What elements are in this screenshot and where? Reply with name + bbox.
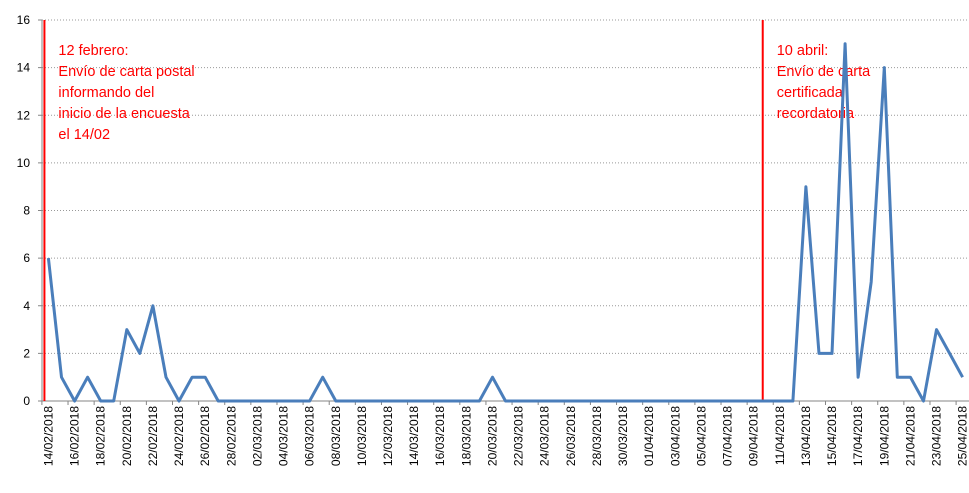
x-tick-group: 21/04/2018	[903, 406, 917, 466]
annotation-text: informando del	[58, 85, 154, 101]
x-tick-group: 18/03/2018	[459, 406, 473, 466]
x-tick-label: 26/03/2018	[564, 406, 578, 466]
x-tick-group: 24/03/2018	[538, 406, 552, 466]
x-tick-label: 26/02/2018	[198, 406, 212, 466]
x-tick-group: 23/04/2018	[930, 406, 944, 466]
x-tick-label: 17/04/2018	[851, 406, 865, 466]
x-tick-label: 20/03/2018	[485, 406, 499, 466]
x-tick-label: 18/02/2018	[94, 406, 108, 466]
y-tick-label: 8	[23, 204, 30, 218]
x-tick-group: 19/04/2018	[877, 406, 891, 466]
x-tick-label: 10/03/2018	[355, 406, 369, 466]
x-tick-group: 14/02/2018	[41, 406, 55, 466]
x-tick-label: 19/04/2018	[877, 406, 891, 466]
x-tick-group: 06/03/2018	[303, 406, 317, 466]
annotation-text: Envío de carta	[777, 64, 871, 80]
x-tick-label: 22/02/2018	[146, 406, 160, 466]
x-tick-group: 13/04/2018	[799, 406, 813, 466]
x-tick-label: 22/03/2018	[512, 406, 526, 466]
annotation-text: inicio de la encuesta	[58, 106, 190, 122]
annotation-text: el 14/02	[58, 127, 110, 143]
x-tick-group: 09/04/2018	[747, 406, 761, 466]
annotation-text: 10 abril:	[777, 43, 829, 59]
x-tick-label: 15/04/2018	[825, 406, 839, 466]
x-tick-group: 15/04/2018	[825, 406, 839, 466]
x-tick-label: 11/04/2018	[773, 406, 787, 465]
y-tick-label: 0	[23, 394, 30, 408]
x-tick-label: 09/04/2018	[747, 406, 761, 466]
x-tick-label: 07/04/2018	[721, 406, 735, 466]
x-tick-group: 16/02/2018	[68, 406, 82, 466]
x-tick-label: 30/03/2018	[616, 406, 630, 466]
annotation-text: Envío de carta postal	[58, 64, 194, 80]
x-tick-label: 16/03/2018	[433, 406, 447, 466]
x-tick-group: 28/03/2018	[590, 406, 604, 466]
x-tick-label: 16/02/2018	[68, 406, 82, 466]
x-tick-label: 28/03/2018	[590, 406, 604, 466]
x-tick-label: 24/02/2018	[172, 406, 186, 466]
x-tick-label: 08/03/2018	[329, 406, 343, 466]
x-tick-group: 07/04/2018	[721, 406, 735, 466]
x-tick-label: 04/03/2018	[277, 406, 291, 466]
x-tick-label: 23/04/2018	[930, 406, 944, 466]
x-tick-group: 02/03/2018	[250, 406, 264, 466]
x-tick-group: 11/04/2018	[773, 406, 787, 465]
x-tick-group: 04/03/2018	[277, 406, 291, 466]
y-tick-label: 2	[23, 346, 30, 360]
x-tick-group: 20/03/2018	[485, 406, 499, 466]
data-line	[46, 42, 964, 403]
x-tick-label: 05/04/2018	[694, 406, 708, 466]
annotation-text: 12 febrero:	[58, 43, 128, 59]
y-tick-label: 10	[17, 156, 31, 170]
y-tick-label: 14	[17, 61, 31, 75]
x-tick-group: 24/02/2018	[172, 406, 186, 466]
y-tick-label: 4	[23, 299, 30, 313]
x-tick-group: 26/03/2018	[564, 406, 578, 466]
x-tick-label: 25/04/2018	[956, 406, 969, 466]
x-tick-label: 02/03/2018	[250, 406, 264, 466]
x-tick-group: 16/03/2018	[433, 406, 447, 466]
x-tick-label: 12/03/2018	[381, 406, 395, 466]
x-tick-label: 14/03/2018	[407, 406, 421, 466]
x-tick-group: 12/03/2018	[381, 406, 395, 466]
x-tick-label: 21/04/2018	[903, 406, 917, 466]
x-tick-group: 28/02/2018	[224, 406, 238, 466]
y-tick-label: 16	[17, 13, 31, 27]
x-tick-group: 30/03/2018	[616, 406, 630, 466]
x-tick-label: 24/03/2018	[538, 406, 552, 466]
y-tick-label: 6	[23, 251, 30, 265]
x-tick-group: 25/04/2018	[956, 406, 969, 466]
annotation-text: certificada	[777, 85, 844, 101]
x-tick-group: 03/04/2018	[668, 406, 682, 466]
x-tick-group: 01/04/2018	[642, 406, 656, 466]
x-tick-label: 20/02/2018	[120, 406, 134, 466]
x-tick-label: 28/02/2018	[224, 406, 238, 466]
x-tick-group: 05/04/2018	[694, 406, 708, 466]
x-tick-group: 17/04/2018	[851, 406, 865, 466]
x-tick-group: 26/02/2018	[198, 406, 212, 466]
x-tick-label: 14/02/2018	[41, 406, 55, 466]
x-tick-group: 20/02/2018	[120, 406, 134, 466]
x-tick-group: 14/03/2018	[407, 406, 421, 466]
x-tick-label: 13/04/2018	[799, 406, 813, 466]
x-tick-group: 22/03/2018	[512, 406, 526, 466]
x-tick-label: 03/04/2018	[668, 406, 682, 466]
annotation-text: recordatoria	[777, 106, 855, 122]
x-tick-group: 22/02/2018	[146, 406, 160, 466]
x-tick-label: 06/03/2018	[303, 406, 317, 466]
x-tick-group: 10/03/2018	[355, 406, 369, 466]
x-tick-label: 18/03/2018	[459, 406, 473, 466]
y-tick-label: 12	[17, 108, 31, 122]
x-tick-label: 01/04/2018	[642, 406, 656, 466]
x-tick-group: 08/03/2018	[329, 406, 343, 466]
x-tick-group: 18/02/2018	[94, 406, 108, 466]
